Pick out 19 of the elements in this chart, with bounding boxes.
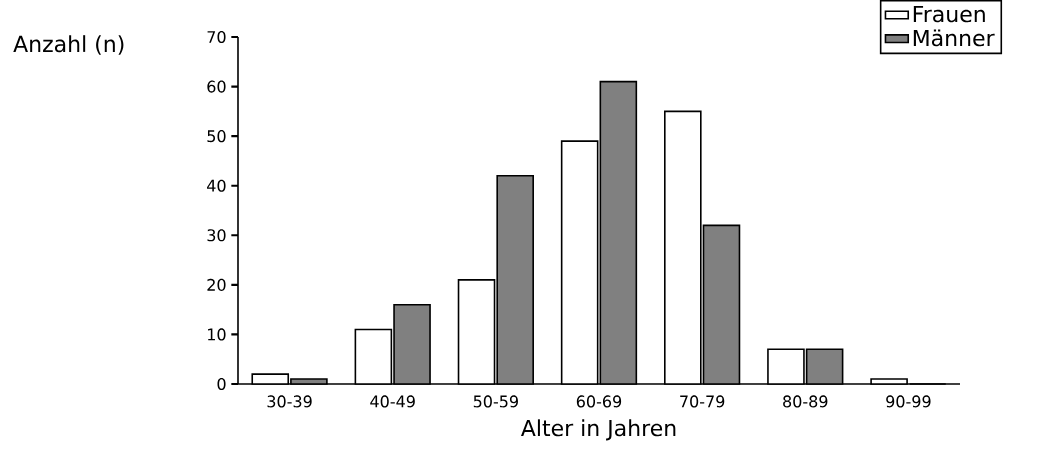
y-tick-label: 20: [207, 278, 226, 291]
y-tick-label: 50: [207, 130, 226, 143]
x-tick-label: 60-69: [576, 395, 622, 408]
x-axis-title: Alter in Jahren: [520, 419, 676, 441]
x-tick-label: 90-99: [886, 395, 931, 408]
legend-label: Frauen: [913, 6, 985, 23]
x-tick-label: 30-39: [267, 395, 312, 408]
y-tick-label: 30: [207, 229, 226, 242]
x-tick-label: 50-59: [473, 395, 518, 408]
x-tick-label: 70-79: [680, 395, 725, 408]
y-tick-label: 10: [208, 328, 226, 341]
y-axis-title: Anzahl (n): [13, 35, 124, 55]
legend-label: Männer: [913, 29, 995, 47]
y-tick-label: 60: [207, 80, 226, 93]
x-tick-label: 40-49: [370, 395, 415, 408]
y-tick-label: 40: [207, 179, 226, 192]
y-tick-label: 0: [217, 377, 226, 391]
x-tick-label: 80-89: [783, 395, 828, 408]
y-tick-label: 70: [207, 30, 226, 44]
